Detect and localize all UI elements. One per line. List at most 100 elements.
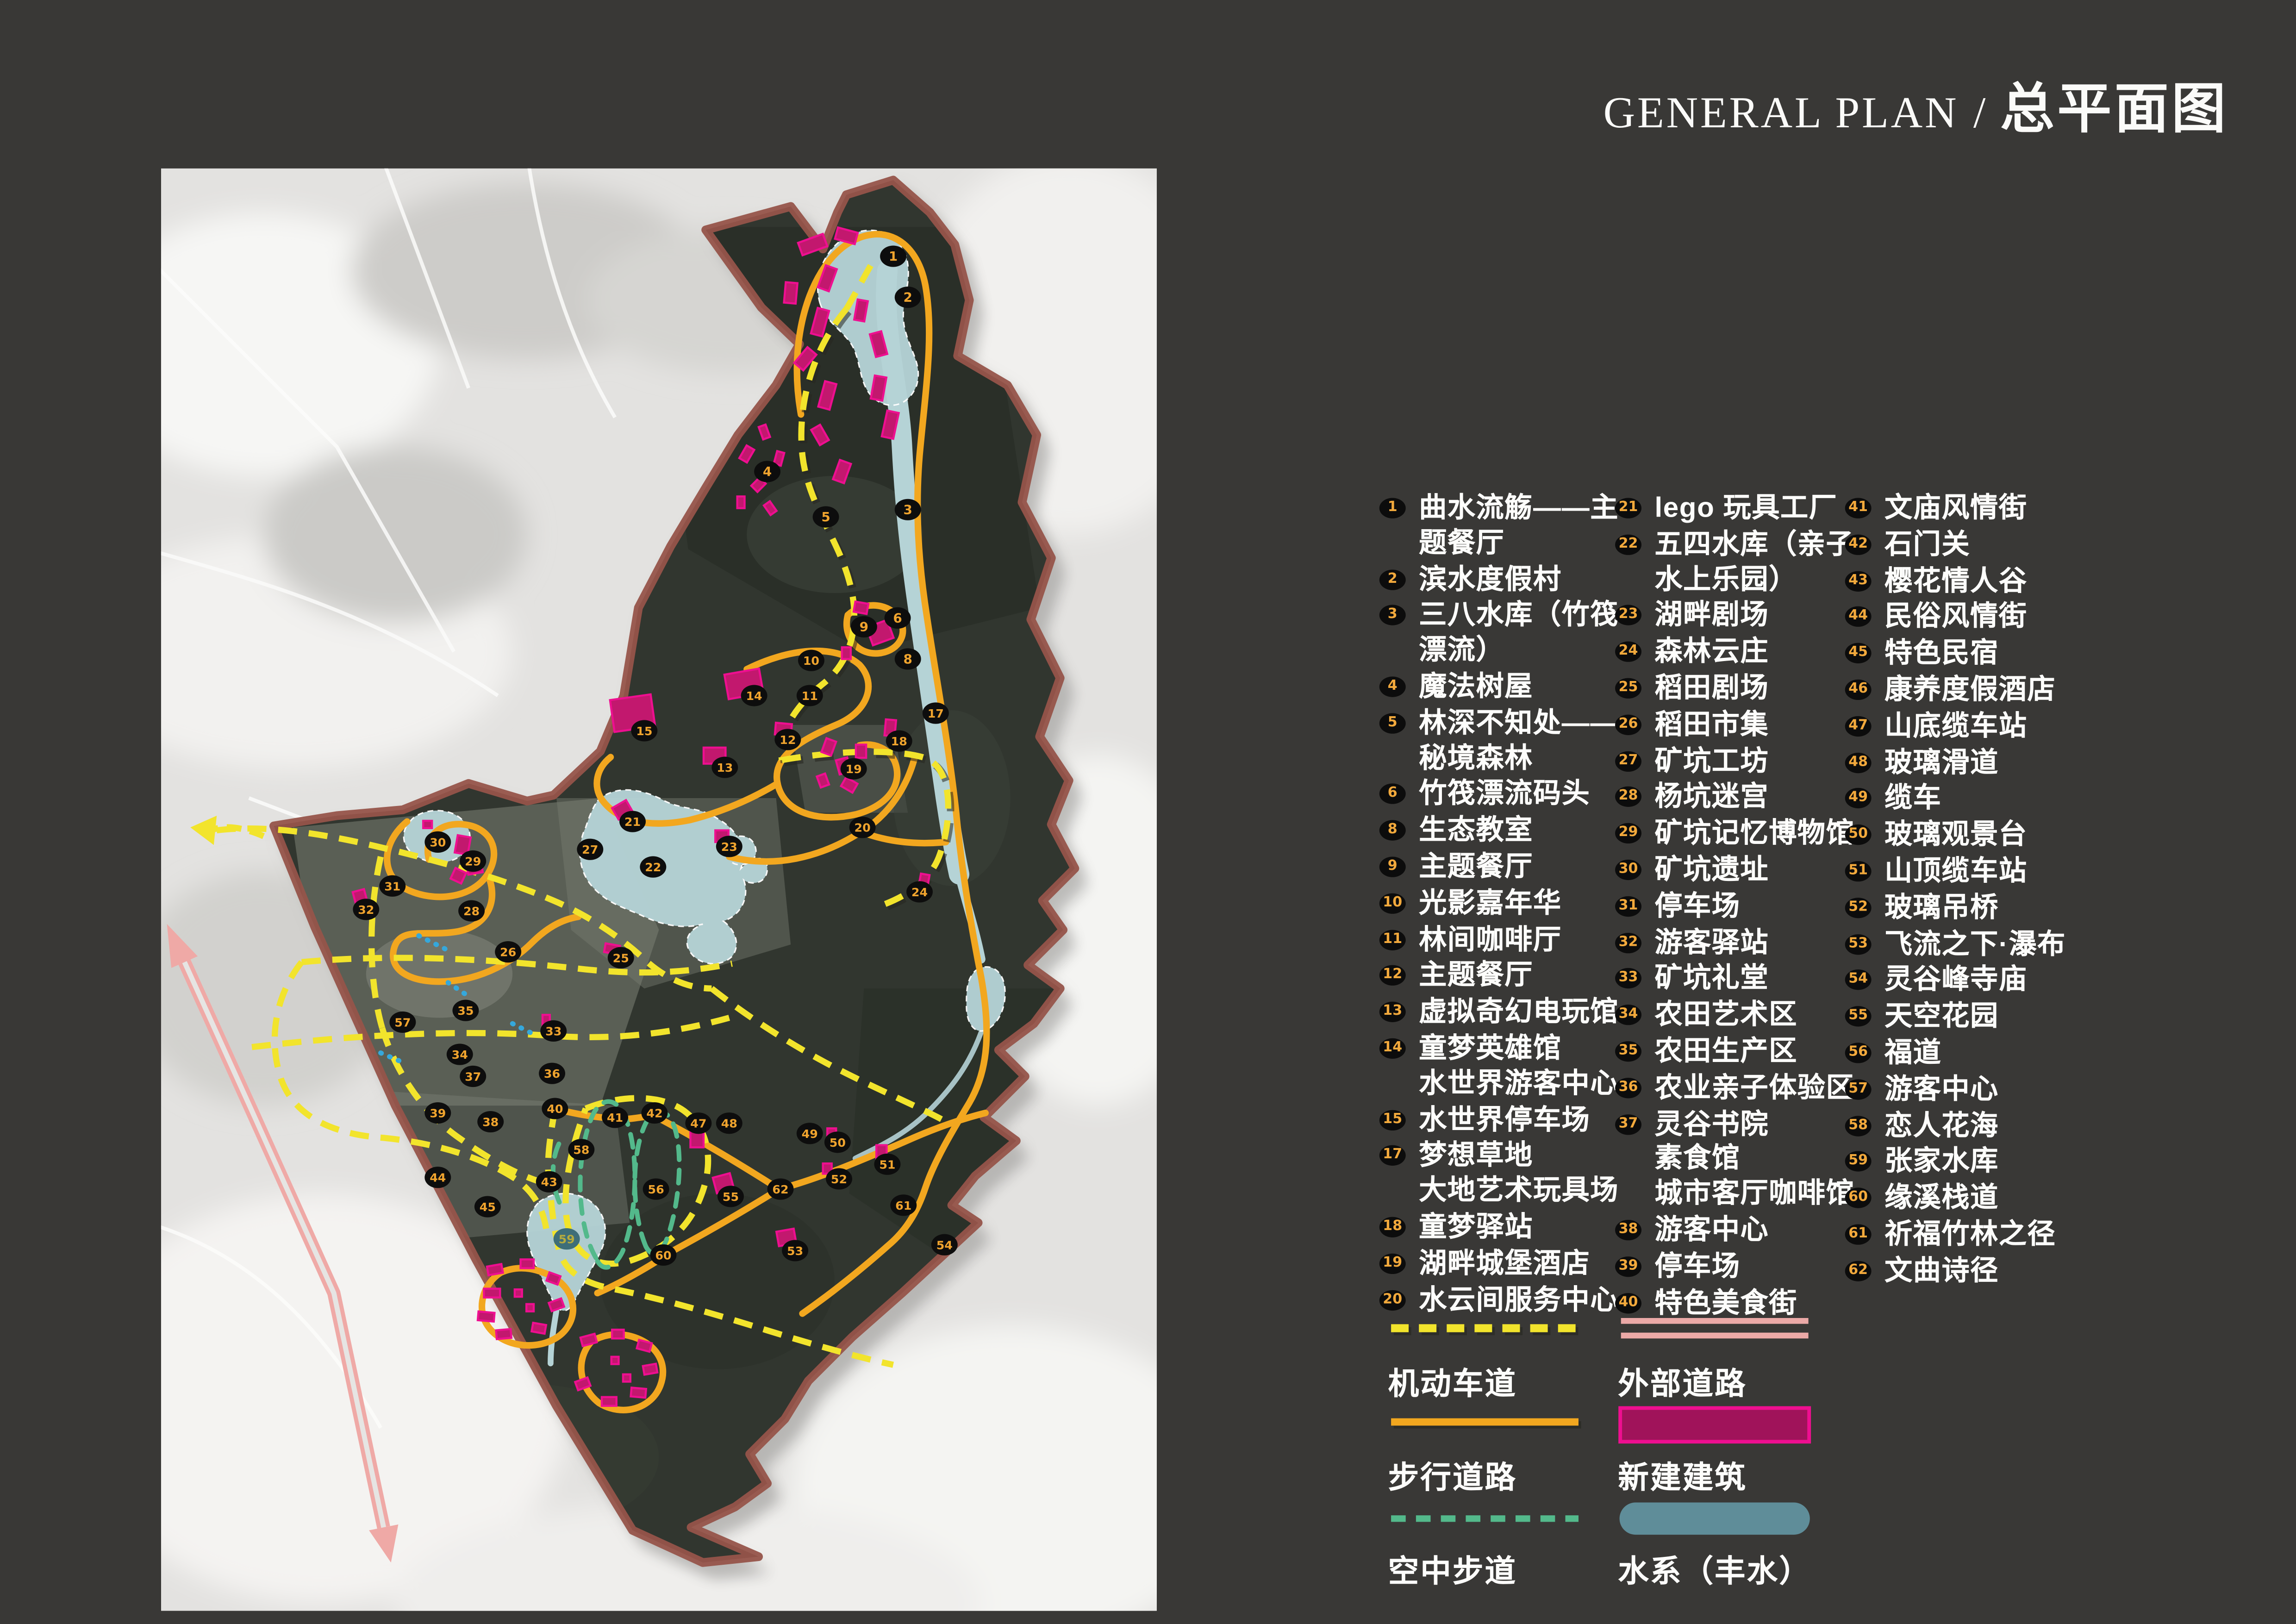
legend-bullet: 41 (1845, 498, 1872, 518)
new-building (757, 423, 772, 441)
legend-item-46: 46 康养度假酒店 (1845, 674, 2066, 708)
legend-label: 樱花情人谷 (1884, 566, 2028, 597)
legend-item-6: 6 竹筏漂流码头 (1379, 778, 1619, 813)
new-building (449, 866, 468, 885)
map-marker-27: 27 (577, 838, 604, 860)
legend-bullet: 56 (1845, 1043, 1872, 1063)
external-road-swatch (1621, 1318, 1809, 1339)
legend-bullet: 5 (1379, 712, 1406, 734)
new-building (483, 1287, 501, 1299)
svg-text:41: 41 (607, 1111, 623, 1124)
legend-label: 三八水库（竹筏 漂流） (1419, 601, 1619, 667)
legend-label: 特色民宿 (1884, 638, 1999, 670)
map-marker-48: 48 (716, 1112, 742, 1134)
legend-bullet: 38 (1615, 1219, 1642, 1241)
svg-text:25: 25 (613, 951, 629, 965)
legend-bullet: 52 (1845, 897, 1872, 918)
legend-label: 童梦驿站 (1419, 1212, 1533, 1243)
new-building (525, 1303, 535, 1312)
legend-bullet: 43 (1845, 570, 1872, 591)
svg-text:2: 2 (904, 290, 912, 305)
map-marker-13: 13 (711, 756, 738, 778)
map-marker-2: 2 (894, 287, 921, 308)
legend-label: 主题餐厅 (1419, 852, 1533, 883)
legend-item-57: 57 游客中心 (1845, 1073, 2066, 1108)
legend-label: 魔法树屋 (1419, 672, 1533, 703)
legend-item-35: 35 农田生产区 (1615, 1035, 1854, 1070)
map-marker-50: 50 (824, 1131, 851, 1153)
map-marker-18: 18 (886, 730, 912, 752)
new-building-swatch (1618, 1406, 1811, 1444)
new-building (853, 298, 869, 323)
legend-item-24: 24 森林云庄 (1615, 636, 1854, 670)
legend-label: 矿坑工坊 (1654, 746, 1769, 777)
legend-item-4: 4 魔法树屋 (1379, 671, 1619, 706)
svg-text:20: 20 (855, 821, 871, 835)
external-road-label: 外部道路 (1618, 1368, 1747, 1402)
legend-label: 玻璃吊桥 (1884, 893, 1999, 924)
map-marker-56: 56 (643, 1178, 669, 1200)
legend-bullet: 61 (1845, 1224, 1872, 1245)
legend-label: 滨水度假村 (1419, 564, 1562, 596)
legend-item-47: 47 山底缆车站 (1845, 710, 2066, 744)
svg-text:31: 31 (384, 880, 400, 893)
new-building (486, 1262, 504, 1277)
legend-label: 童梦英雄馆 水世界游客中心 (1419, 1034, 1619, 1099)
legend-bullet: 14 (1379, 1038, 1406, 1059)
legend-item-12: 12 主题餐厅 (1379, 960, 1619, 994)
new-building (738, 444, 756, 464)
svg-text:44: 44 (430, 1171, 446, 1185)
legend-bullet: 30 (1615, 859, 1642, 881)
legend-item-21: 21 lego 玩具工厂 (1615, 492, 1854, 527)
page-title: GENERAL PLAN / 总平面图 (1603, 64, 2229, 144)
map-marker-10: 10 (798, 650, 824, 671)
new-building (815, 772, 830, 789)
legend-bullet: 18 (1379, 1217, 1406, 1237)
svg-text:3: 3 (904, 502, 912, 517)
legend-item-1: 1 曲水流觞——主 题餐厅 (1379, 492, 1619, 562)
new-building (547, 1297, 566, 1313)
map-marker-29: 29 (460, 850, 487, 872)
new-building (635, 1338, 653, 1353)
legend-label: 民俗风情街 (1884, 602, 2028, 633)
map-marker-41: 41 (602, 1106, 629, 1128)
legend-item-11: 11 林间咖啡厅 (1379, 924, 1619, 958)
legend-item-37: 37 灵谷书院 素食馆 城市客厅咖啡馆 (1615, 1108, 1854, 1212)
svg-text:29: 29 (465, 855, 481, 868)
map-marker-11: 11 (796, 685, 823, 706)
new-building (868, 330, 889, 358)
new-building (600, 1396, 618, 1407)
legend-bullet: 37 (1615, 1113, 1642, 1135)
legend-item-8: 8 生态教室 (1379, 814, 1619, 849)
map-marker-20: 20 (849, 817, 876, 838)
map-marker-54: 54 (931, 1234, 958, 1255)
new-building (841, 646, 852, 660)
legend-label: 福道 (1884, 1038, 1942, 1069)
map-marker-32: 32 (353, 899, 380, 920)
legend-item-19: 19 湖畔城堡酒店 (1379, 1247, 1619, 1282)
legend-label: 矿坑礼堂 (1654, 964, 1769, 995)
legend-bullet: 8 (1379, 820, 1406, 841)
legend-item-36: 36 农业亲子体验区 (1615, 1072, 1854, 1106)
map-marker-51: 51 (874, 1153, 901, 1175)
external-road (167, 924, 399, 1563)
legend-item-39: 39 停车场 (1615, 1250, 1854, 1285)
legend-label: 农田生产区 (1654, 1037, 1797, 1068)
new-building (783, 281, 799, 305)
new-building (852, 600, 870, 615)
new-building (642, 1362, 659, 1376)
svg-text:49: 49 (802, 1127, 818, 1141)
legend-item-3: 3 三八水库（竹筏 漂流） (1379, 600, 1619, 669)
legend-bullet: 33 (1615, 968, 1642, 989)
legend-bullet: 35 (1615, 1041, 1642, 1062)
legend-item-40: 40 特色美食街 (1615, 1287, 1854, 1321)
legend-item-2: 2 滨水度假村 (1379, 563, 1619, 598)
svg-text:56: 56 (648, 1183, 664, 1196)
motor-road-swatch (1391, 1324, 1581, 1336)
map-marker-6: 6 (884, 607, 911, 629)
new-building (530, 1321, 548, 1335)
symbol-motor-road: 机动车道 (1388, 1312, 1608, 1404)
air-walkway-label: 空中步道 (1388, 1555, 1517, 1589)
legend-label: 生态教室 (1419, 816, 1533, 847)
legend-bullet: 44 (1845, 606, 1872, 628)
